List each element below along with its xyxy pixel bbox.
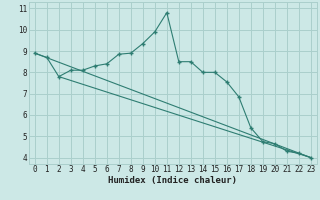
X-axis label: Humidex (Indice chaleur): Humidex (Indice chaleur) [108,176,237,185]
